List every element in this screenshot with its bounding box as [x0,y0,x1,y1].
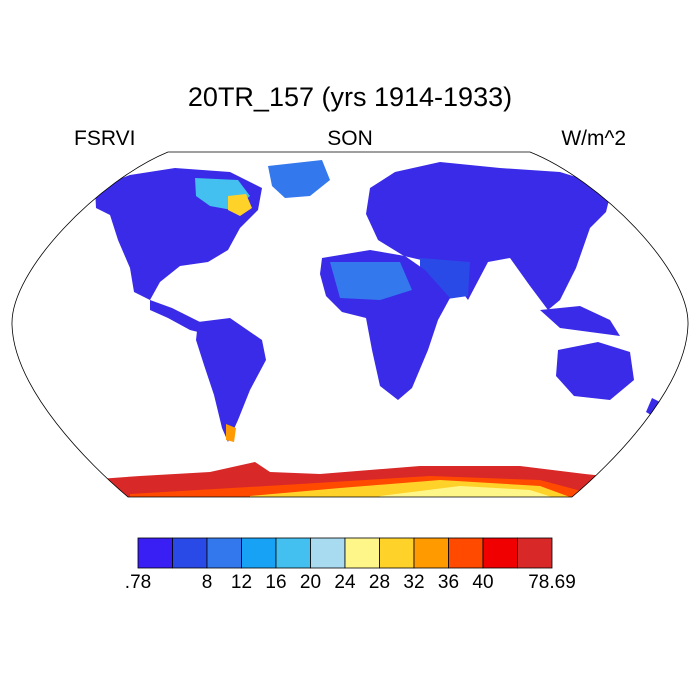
colorbar-tick-label: 78.69 [528,572,576,593]
colorbar-tick-label: 16 [265,572,287,593]
central-america [150,300,206,334]
colorbar-swatch [137,537,173,569]
colorbar-tick-label: .78 [124,572,152,593]
south-america [196,318,266,442]
colorbar-swatch [448,537,484,569]
colorbar-swatch [241,537,277,569]
colorbar-tick-label: 20 [299,572,322,593]
colorbar-tick-label: 36 [437,572,460,593]
patagonia-warm-patch [226,424,236,442]
southeast-asia [540,306,620,336]
colorbar-swatch [275,537,311,569]
units-label: W/m^2 [561,127,626,150]
colorbar-swatch [482,537,518,569]
antarctica-pale [380,486,555,497]
colorbar-tick-label: 12 [230,572,253,593]
colorbar-swatch [517,537,553,569]
colorbar-swatch [413,537,449,569]
colorbar-tick-label: 24 [334,572,356,593]
greenland [268,160,330,198]
colorbar-swatch [172,537,208,569]
colorbar-swatch [310,537,346,569]
hudson-bay-warm-patch [228,194,252,216]
eurasia [366,162,612,310]
colorbar-swatch [379,537,415,569]
colorbar-tick-labels: .78 8 12 16 20 24 28 32 36 40 78.69 [0,572,700,596]
colorbar-tick-label: 28 [368,572,391,593]
colorbar [137,537,553,569]
season-label: SON [327,127,373,150]
colorbar-tick-label: 8 [201,572,213,593]
colorbar-swatch [206,537,242,569]
map-title: 20TR_157 (yrs 1914-1933) [187,82,513,112]
globe-outline [11,151,689,498]
colorbar-swatch [344,537,380,569]
australia [556,342,634,400]
colorbar-tick-label: 40 [472,572,494,593]
sahara-patch [330,262,412,300]
variable-label: FSRVI [74,127,136,150]
land-fields [11,160,689,497]
colorbar-tick-label: 32 [403,572,425,593]
